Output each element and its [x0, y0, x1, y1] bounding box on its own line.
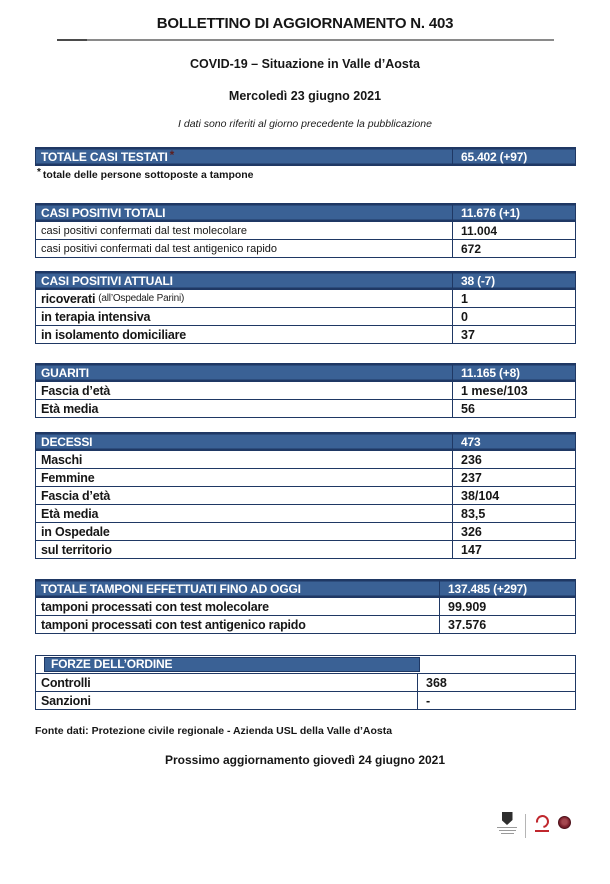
logo-divider [525, 814, 526, 838]
row-label-note: (all’Ospedale Parini) [98, 293, 185, 304]
footer-logos [496, 812, 582, 846]
row-label: in isolamento domiciliare [41, 327, 187, 342]
casi-positivi-totali-table: CASI POSITIVI TOTALI 11.676 (+1) casi posi… [35, 203, 576, 258]
row-label: tamponi processati con test antigenico r… [41, 617, 306, 632]
tables-root: TOTALE CASI TESTATI * 65.402 (+97) * totale … [0, 147, 610, 710]
row-value: 147 [452, 541, 575, 558]
row-value: 38/104 [452, 487, 575, 504]
table-header-value: 473 [452, 433, 575, 450]
totale-tamponi-effettuati-table: TOTALE TAMPONI EFFETTUATI FINO AD OGGI 13… [35, 579, 576, 634]
table-row: in Ospedale 326 [36, 522, 575, 540]
table-header-value [420, 656, 575, 673]
table-row: in isolamento domiciliare 37 [36, 325, 575, 343]
row-value: 83,5 [452, 505, 575, 522]
row-label: Età media [41, 506, 99, 521]
table-title: TOTALE CASI TESTATI * [41, 147, 175, 164]
forze-dellordine-table: FORZE DELL’ORDINE Controlli 368 Sanzioni - [35, 655, 576, 710]
table-row: Fascia d’età 1 mese/103 [36, 381, 575, 399]
row-label: Controlli [41, 675, 91, 690]
table-header: GUARITI 11.165 (+8) [36, 364, 575, 381]
table-row: sul territorio 147 [36, 540, 575, 558]
casi-positivi-attuali-table: CASI POSITIVI ATTUALI 38 (-7) ricoverati (a… [35, 271, 576, 344]
table-row: in terapia intensiva 0 [36, 307, 575, 325]
table-title: DECESSI [41, 434, 93, 449]
next-update: Prossimo aggiornamento giovedì 24 giugno… [164, 753, 446, 767]
table-header: CASI POSITIVI TOTALI 11.676 (+1) [36, 204, 575, 221]
title-underline [56, 39, 554, 41]
table-header: TOTALE CASI TESTATI * 65.402 (+97) [36, 148, 575, 165]
regione-valle-daosta-crest-icon [496, 812, 518, 834]
row-label: Fascia d’età [41, 383, 111, 398]
row-value: 1 mese/103 [452, 382, 575, 399]
row-value: 672 [452, 240, 575, 257]
table-header: FORZE DELL’ORDINE [36, 656, 575, 673]
page-title: BOLLETTINO DI AGGIORNAMENTO N. 403 [156, 15, 454, 32]
row-value: 11.004 [452, 222, 575, 239]
table-row: Età media 83,5 [36, 504, 575, 522]
table-title: CASI POSITIVI ATTUALI [41, 273, 173, 288]
table-header-value: 11.165 (+8) [452, 364, 575, 381]
row-label: casi positivi confermati dal test moleco… [41, 224, 248, 237]
table-header: DECESSI 473 [36, 433, 575, 450]
table-row: ricoverati (all’Ospedale Parini) 1 [36, 289, 575, 307]
table-header-value: 11.676 (+1) [452, 204, 575, 221]
row-value: 0 [452, 308, 575, 325]
table-header-value: 65.402 (+97) [452, 148, 575, 165]
decessi-table: DECESSI 473 Maschi 236 Femmine 237 Fascia d’et… [35, 432, 576, 559]
table-header: TOTALE TAMPONI EFFETTUATI FINO AD OGGI 13… [36, 580, 575, 597]
table-title: FORZE DELL’ORDINE [44, 656, 420, 672]
table-header: CASI POSITIVI ATTUALI 38 (-7) [36, 272, 575, 289]
footnote-asterisk: * [37, 167, 41, 178]
row-label: ricoverati (all’Ospedale Parini) [41, 291, 185, 306]
row-label: casi positivi confermati dal test antige… [41, 242, 278, 255]
table-row: Sanzioni - [36, 691, 575, 709]
table-row: casi positivi confermati dal test antige… [36, 239, 575, 257]
table-title: CASI POSITIVI TOTALI [41, 205, 166, 220]
row-label: Età media [41, 401, 99, 416]
table-title: TOTALE TAMPONI EFFETTUATI FINO AD OGGI [41, 581, 301, 596]
subtitle: COVID-19 – Situazione in Valle d’Aosta [190, 57, 420, 71]
table-row: Femmine 237 [36, 468, 575, 486]
title-asterisk: * [169, 147, 175, 162]
table-row: Età media 56 [36, 399, 575, 417]
row-label: tamponi processati con test molecolare [41, 599, 269, 614]
row-value: 37 [452, 326, 575, 343]
table-row: Maschi 236 [36, 450, 575, 468]
row-label: in terapia intensiva [41, 309, 151, 324]
row-value: 236 [452, 451, 575, 468]
row-label: Sanzioni [41, 693, 91, 708]
row-label: Fascia d’età [41, 488, 111, 503]
table-row: tamponi processati con test antigenico r… [36, 615, 575, 633]
row-value: 1 [452, 290, 575, 307]
row-value: 37.576 [439, 616, 575, 633]
bulletin-date: Mercoledì 23 giugno 2021 [228, 89, 382, 103]
shield-icon [501, 812, 513, 825]
table-row: tamponi processati con test molecolare 99… [36, 597, 575, 615]
reference-note: I dati sono riferiti al giorno precedent… [178, 118, 432, 130]
table-header-value: 137.485 (+297) [439, 580, 575, 597]
ausl-valle-daosta-logo-icon [532, 812, 552, 832]
row-value: 237 [452, 469, 575, 486]
totale-casi-testati-table: TOTALE CASI TESTATI * 65.402 (+97) [35, 147, 576, 166]
emblem-seal-icon [558, 816, 571, 829]
row-label: sul territorio [41, 542, 112, 557]
table-row: casi positivi confermati dal test moleco… [36, 221, 575, 239]
table-header-value: 38 (-7) [452, 272, 575, 289]
row-value: - [417, 692, 575, 709]
data-source: Fonte dati: Protezione civile regionale … [35, 725, 393, 737]
guariti-table: GUARITI 11.165 (+8) Fascia d’età 1 mese/103… [35, 363, 576, 418]
row-value: 99.909 [439, 598, 575, 615]
table-row: Fascia d’età 38/104 [36, 486, 575, 504]
table-title: GUARITI [41, 365, 89, 380]
row-label: Maschi [41, 452, 83, 467]
row-label: Femmine [41, 470, 95, 485]
footnote: * totale delle persone sottoposte a tampo… [37, 167, 254, 181]
row-label: in Ospedale [41, 524, 110, 539]
table-row: Controlli 368 [36, 673, 575, 691]
row-value: 326 [452, 523, 575, 540]
row-value: 368 [417, 674, 575, 691]
row-value: 56 [452, 400, 575, 417]
